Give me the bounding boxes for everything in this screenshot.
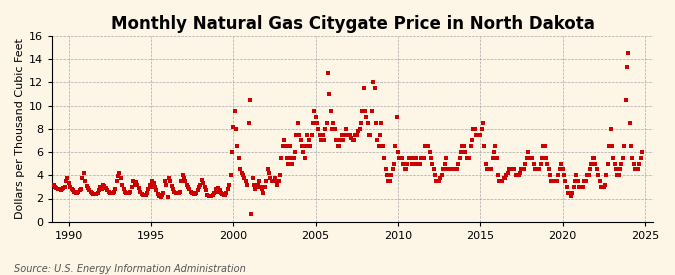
Text: Source: U.S. Energy Information Administration: Source: U.S. Energy Information Administ…: [14, 264, 245, 274]
Y-axis label: Dollars per Thousand Cubic Feet: Dollars per Thousand Cubic Feet: [15, 39, 25, 219]
Title: Monthly Natural Gas Citygate Price in North Dakota: Monthly Natural Gas Citygate Price in No…: [111, 15, 595, 33]
